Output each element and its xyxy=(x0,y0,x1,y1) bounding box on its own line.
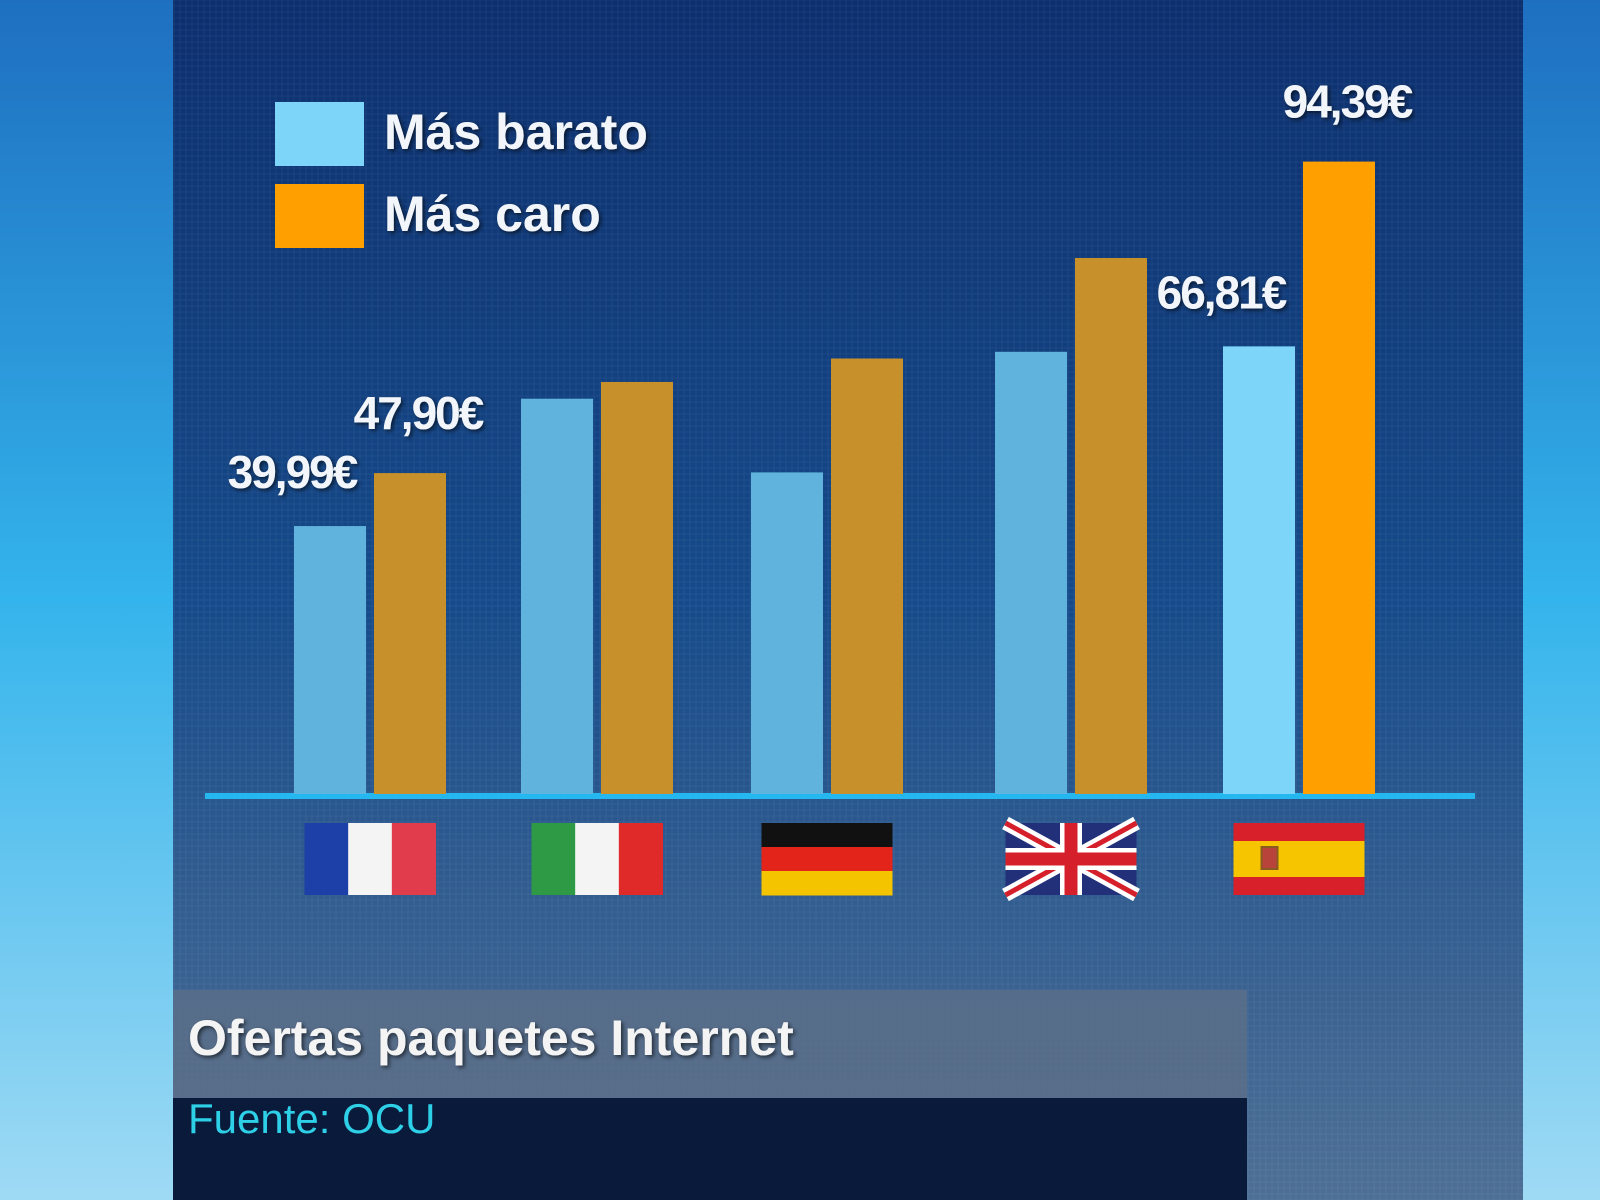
bar xyxy=(831,358,903,794)
chart-title: Ofertas paquetes Internet xyxy=(188,1010,794,1066)
flag-stripe xyxy=(575,823,620,895)
source-band xyxy=(173,1098,1247,1200)
flag-emblem xyxy=(1260,846,1279,870)
bar xyxy=(1223,346,1295,794)
bar xyxy=(601,381,673,794)
bar xyxy=(521,398,593,794)
bar xyxy=(751,472,823,794)
bar xyxy=(995,351,1067,794)
bar xyxy=(294,526,366,794)
legend-swatch xyxy=(275,184,364,248)
flag-stripe xyxy=(531,823,576,895)
flag-stripe xyxy=(1233,841,1365,877)
value-label: 94,39€ xyxy=(1283,76,1413,128)
flag-stripe xyxy=(761,823,893,848)
legend-label: Más barato xyxy=(384,104,648,160)
flag-stripe xyxy=(391,823,436,895)
legend-label: Más caro xyxy=(384,186,601,242)
value-label: 39,99€ xyxy=(228,446,358,498)
flags xyxy=(304,816,1365,902)
flag-stripe xyxy=(761,871,893,896)
flag-stripe xyxy=(761,847,893,872)
legend-swatch xyxy=(275,102,364,166)
flag-stripe xyxy=(304,823,349,895)
bar xyxy=(1075,258,1147,794)
title-band xyxy=(173,990,1247,1098)
flag-stripe xyxy=(348,823,393,895)
bar xyxy=(1303,161,1375,794)
chart-subtitle: Fuente: OCU xyxy=(188,1095,435,1142)
value-label: 66,81€ xyxy=(1157,267,1287,319)
flag-stripe xyxy=(618,823,663,895)
bar xyxy=(374,473,446,794)
value-label: 47,90€ xyxy=(354,387,484,439)
